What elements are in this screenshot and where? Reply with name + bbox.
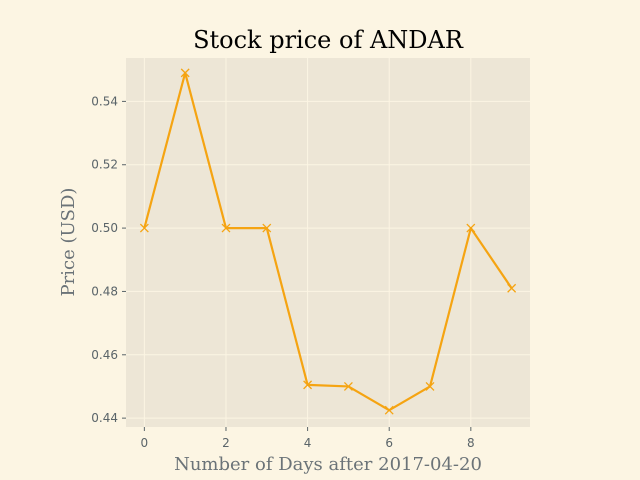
plot-area [126, 58, 530, 427]
data-point-marker [262, 223, 272, 233]
y-tick-label: 0.44 [91, 411, 118, 425]
data-point-marker [221, 223, 231, 233]
y-tick-label: 0.46 [91, 348, 118, 362]
x-tick-label: 8 [467, 436, 475, 450]
series-line [143, 71, 513, 412]
data-point-marker [180, 68, 190, 78]
y-tick-label: 0.52 [91, 158, 118, 172]
data-point-marker [139, 223, 149, 233]
data-point-marker [507, 283, 517, 293]
x-tick-label: 6 [385, 436, 393, 450]
data-point-marker [466, 223, 476, 233]
data-point-marker [425, 381, 435, 391]
x-tick-label: 4 [304, 436, 312, 450]
x-tick-label: 0 [141, 436, 149, 450]
chart-title: Stock price of ANDAR [193, 26, 464, 54]
x-tick-label: 2 [222, 436, 230, 450]
x-axis-ticks: 0 2 4 6 8 [141, 427, 475, 450]
y-axis-label: Price (USD) [58, 188, 79, 297]
y-tick-label: 0.54 [91, 94, 118, 108]
series-markers [139, 68, 517, 415]
data-point-marker [343, 381, 353, 391]
data-point-marker [303, 380, 313, 390]
data-point-marker [384, 405, 394, 415]
y-axis-ticks: 0.44 0.46 0.48 0.50 0.52 0.54 [91, 94, 126, 425]
y-tick-label: 0.50 [91, 221, 118, 235]
x-axis-label: Number of Days after 2017-04-20 [174, 454, 482, 475]
y-tick-label: 0.48 [91, 284, 118, 298]
